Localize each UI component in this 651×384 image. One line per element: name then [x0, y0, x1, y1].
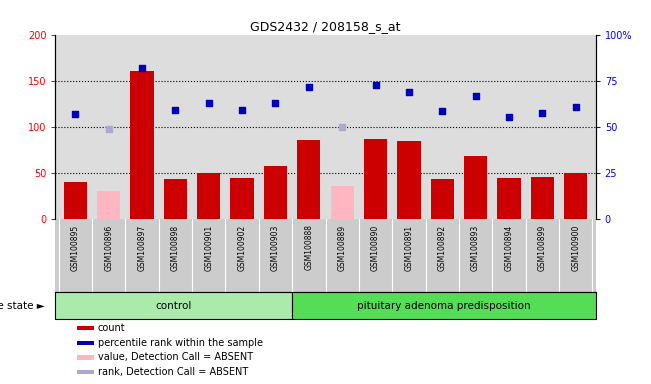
Text: GSM100899: GSM100899	[538, 225, 547, 271]
Point	[137, 65, 147, 71]
Bar	[164, 179, 187, 218]
Text: GSM100901: GSM100901	[204, 225, 214, 271]
Bar	[331, 186, 354, 218]
Point	[303, 84, 314, 90]
Point	[437, 108, 447, 114]
Bar	[497, 178, 521, 218]
Bar	[197, 172, 221, 218]
Point	[70, 111, 81, 117]
Text: GSM100902: GSM100902	[238, 225, 247, 271]
Text: GSM100900: GSM100900	[571, 225, 580, 271]
Text: GSM100896: GSM100896	[104, 225, 113, 271]
Text: GSM100891: GSM100891	[404, 225, 413, 271]
Bar	[297, 141, 320, 218]
Title: GDS2432 / 208158_s_at: GDS2432 / 208158_s_at	[250, 20, 401, 33]
Point	[204, 99, 214, 106]
Bar	[564, 172, 587, 218]
Bar	[97, 191, 120, 218]
Text: GSM100895: GSM100895	[71, 225, 80, 271]
Point	[504, 114, 514, 121]
Point	[337, 124, 348, 130]
Bar	[55, 292, 292, 319]
Bar	[364, 139, 387, 218]
Text: GSM100903: GSM100903	[271, 225, 280, 271]
Point	[537, 110, 547, 116]
Text: count: count	[98, 323, 126, 333]
Point	[170, 107, 180, 113]
Text: GSM100888: GSM100888	[304, 225, 313, 270]
Point	[270, 99, 281, 106]
Text: GSM100897: GSM100897	[137, 225, 146, 271]
Point	[370, 82, 381, 88]
Text: rank, Detection Call = ABSENT: rank, Detection Call = ABSENT	[98, 367, 248, 377]
Bar	[292, 292, 596, 319]
Point	[237, 107, 247, 113]
Text: GSM100893: GSM100893	[471, 225, 480, 271]
Text: disease state ►: disease state ►	[0, 301, 44, 311]
Text: value, Detection Call = ABSENT: value, Detection Call = ABSENT	[98, 353, 253, 362]
Bar	[464, 156, 487, 218]
Point	[471, 93, 481, 99]
Point	[404, 89, 414, 95]
Bar	[397, 141, 421, 218]
Text: GSM100890: GSM100890	[371, 225, 380, 271]
Text: GSM100894: GSM100894	[505, 225, 514, 271]
Bar	[230, 178, 254, 218]
Text: GSM100898: GSM100898	[171, 225, 180, 271]
Bar	[531, 177, 554, 218]
Bar	[77, 355, 94, 359]
Bar	[64, 182, 87, 218]
Bar	[130, 71, 154, 218]
Bar	[430, 179, 454, 218]
Text: GSM100889: GSM100889	[338, 225, 347, 271]
Bar	[77, 326, 94, 330]
Bar	[264, 166, 287, 218]
Point	[570, 104, 581, 110]
Text: control: control	[156, 301, 192, 311]
Point	[104, 126, 114, 132]
Bar	[77, 370, 94, 374]
Text: GSM100892: GSM100892	[437, 225, 447, 271]
Text: pituitary adenoma predisposition: pituitary adenoma predisposition	[357, 301, 531, 311]
Bar	[77, 341, 94, 345]
Text: percentile rank within the sample: percentile rank within the sample	[98, 338, 263, 348]
